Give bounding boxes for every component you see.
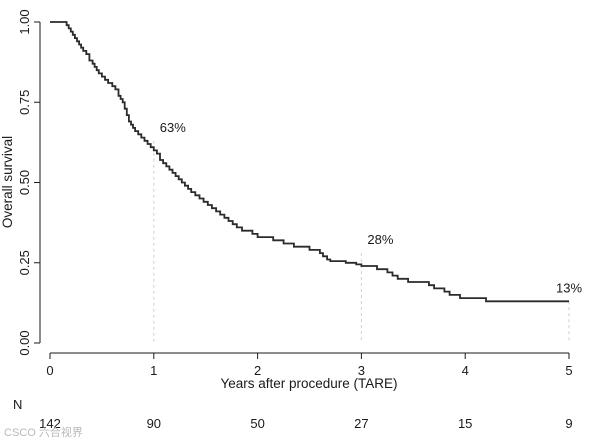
watermark: CSCO 六合视界 [4,425,83,439]
risk-table-header: N [13,397,22,412]
x-tick-label: 5 [565,363,572,378]
x-axis-title: Years after procedure (TARE) [220,376,397,391]
x-tick-label: 2 [254,363,261,378]
x-tick-label: 4 [462,363,469,378]
risk-count: 15 [458,416,472,431]
risk-count: 142 [39,416,61,431]
x-tick-label: 3 [358,363,365,378]
y-tick-label: 0.50 [17,170,32,195]
series [50,21,569,303]
y-axis-title: Overall survival [0,136,15,228]
annotation-label: 13% [556,280,582,295]
risk-count: 50 [250,416,264,431]
y-tick-label: 0.75 [17,90,32,115]
risk-table-row: 142 90 50 27 15 9 [39,416,572,431]
y-tick-label: 0.25 [17,250,32,275]
annotation-label: 63% [160,120,186,135]
annotation-label: 28% [367,232,393,247]
axes [39,22,569,354]
x-tick-label: 1 [150,363,157,378]
annotations: 63% 28% 13% [160,120,583,295]
y-tick-label: 1.00 [17,9,32,34]
survival-curve [50,21,569,303]
x-ticks: 0 1 2 3 4 5 [46,353,573,378]
x-tick-label: 0 [46,363,53,378]
risk-count: 90 [147,416,161,431]
annotation-guides [153,140,570,343]
y-tick-label: 0.00 [17,330,32,355]
risk-count: 27 [354,416,368,431]
risk-count: 9 [565,416,572,431]
y-ticks: 0.00 0.25 0.50 0.75 1.00 [17,9,40,356]
